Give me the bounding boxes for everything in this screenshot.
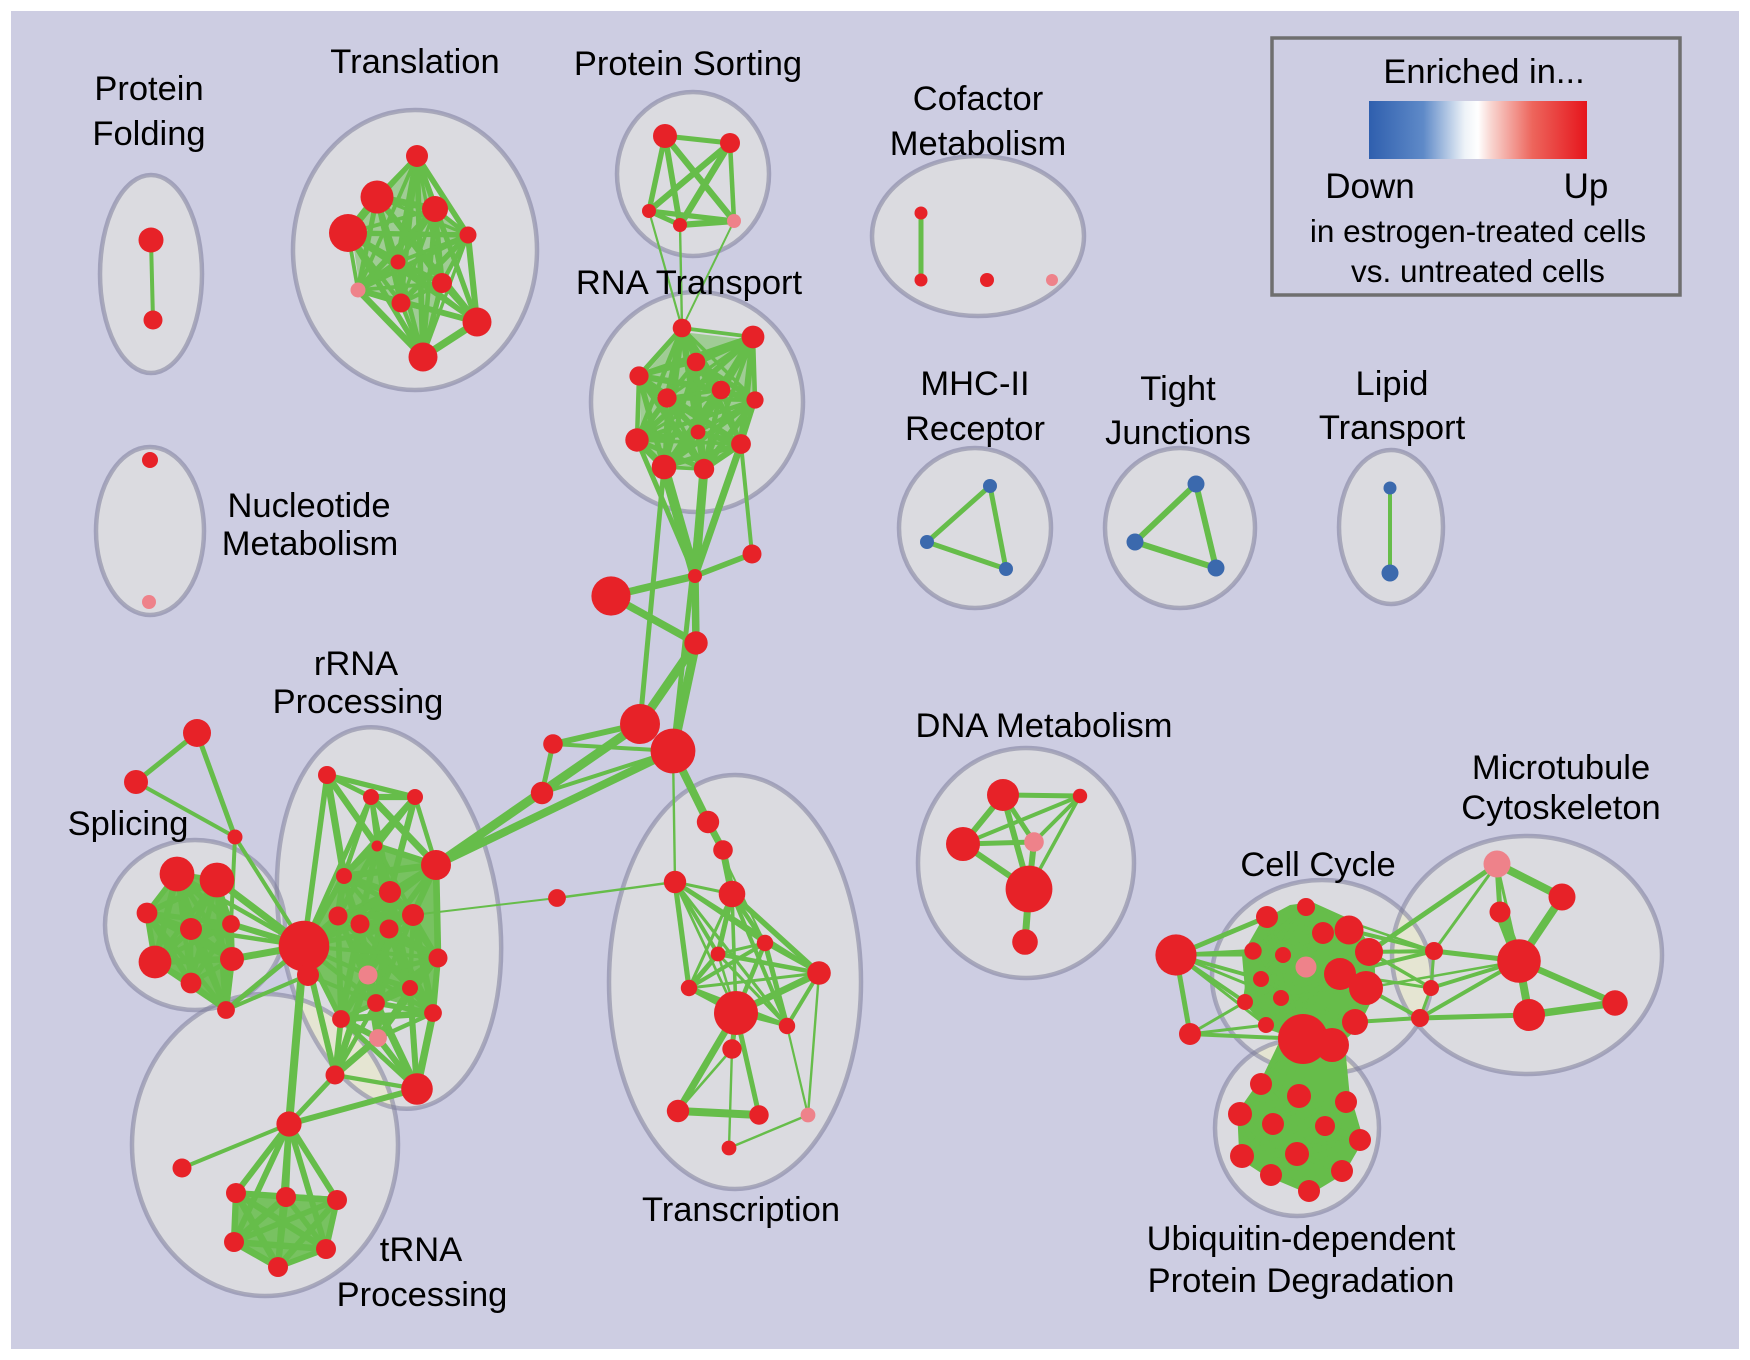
svg-text:Lipid: Lipid <box>1356 365 1429 403</box>
svg-text:Splicing: Splicing <box>68 805 189 843</box>
svg-text:Processing: Processing <box>337 1276 508 1314</box>
svg-text:Protein Degradation: Protein Degradation <box>1148 1262 1455 1300</box>
svg-text:Translation: Translation <box>330 43 499 81</box>
svg-text:Enriched in...: Enriched in... <box>1383 53 1584 91</box>
svg-text:Junctions: Junctions <box>1105 414 1251 452</box>
svg-text:tRNA: tRNA <box>380 1231 462 1269</box>
svg-text:Up: Up <box>1564 167 1609 206</box>
svg-text:Cytoskeleton: Cytoskeleton <box>1461 789 1660 827</box>
svg-text:Transcription: Transcription <box>642 1191 840 1229</box>
svg-text:Transport: Transport <box>1319 409 1466 447</box>
svg-text:Ubiquitin-dependent: Ubiquitin-dependent <box>1147 1220 1456 1258</box>
svg-text:Cofactor: Cofactor <box>913 80 1043 118</box>
svg-text:Folding: Folding <box>92 115 205 153</box>
svg-text:Nucleotide: Nucleotide <box>227 487 390 525</box>
svg-text:rRNA: rRNA <box>314 645 398 683</box>
svg-text:Cell Cycle: Cell Cycle <box>1240 846 1395 884</box>
svg-text:Microtubule: Microtubule <box>1472 749 1650 787</box>
svg-text:Metabolism: Metabolism <box>890 125 1066 163</box>
svg-text:vs. untreated cells: vs. untreated cells <box>1351 253 1605 289</box>
svg-text:RNA Transport: RNA Transport <box>576 264 803 302</box>
svg-text:in estrogen-treated cells: in estrogen-treated cells <box>1310 213 1646 249</box>
svg-text:Processing: Processing <box>273 683 444 721</box>
svg-text:Protein: Protein <box>94 70 203 108</box>
svg-text:Receptor: Receptor <box>905 410 1045 448</box>
svg-text:DNA Metabolism: DNA Metabolism <box>916 707 1173 745</box>
svg-text:Tight: Tight <box>1140 370 1216 408</box>
svg-text:MHC-II: MHC-II <box>920 365 1029 403</box>
svg-text:Protein Sorting: Protein Sorting <box>574 45 802 83</box>
svg-text:Metabolism: Metabolism <box>222 525 398 563</box>
svg-text:Down: Down <box>1325 167 1414 206</box>
